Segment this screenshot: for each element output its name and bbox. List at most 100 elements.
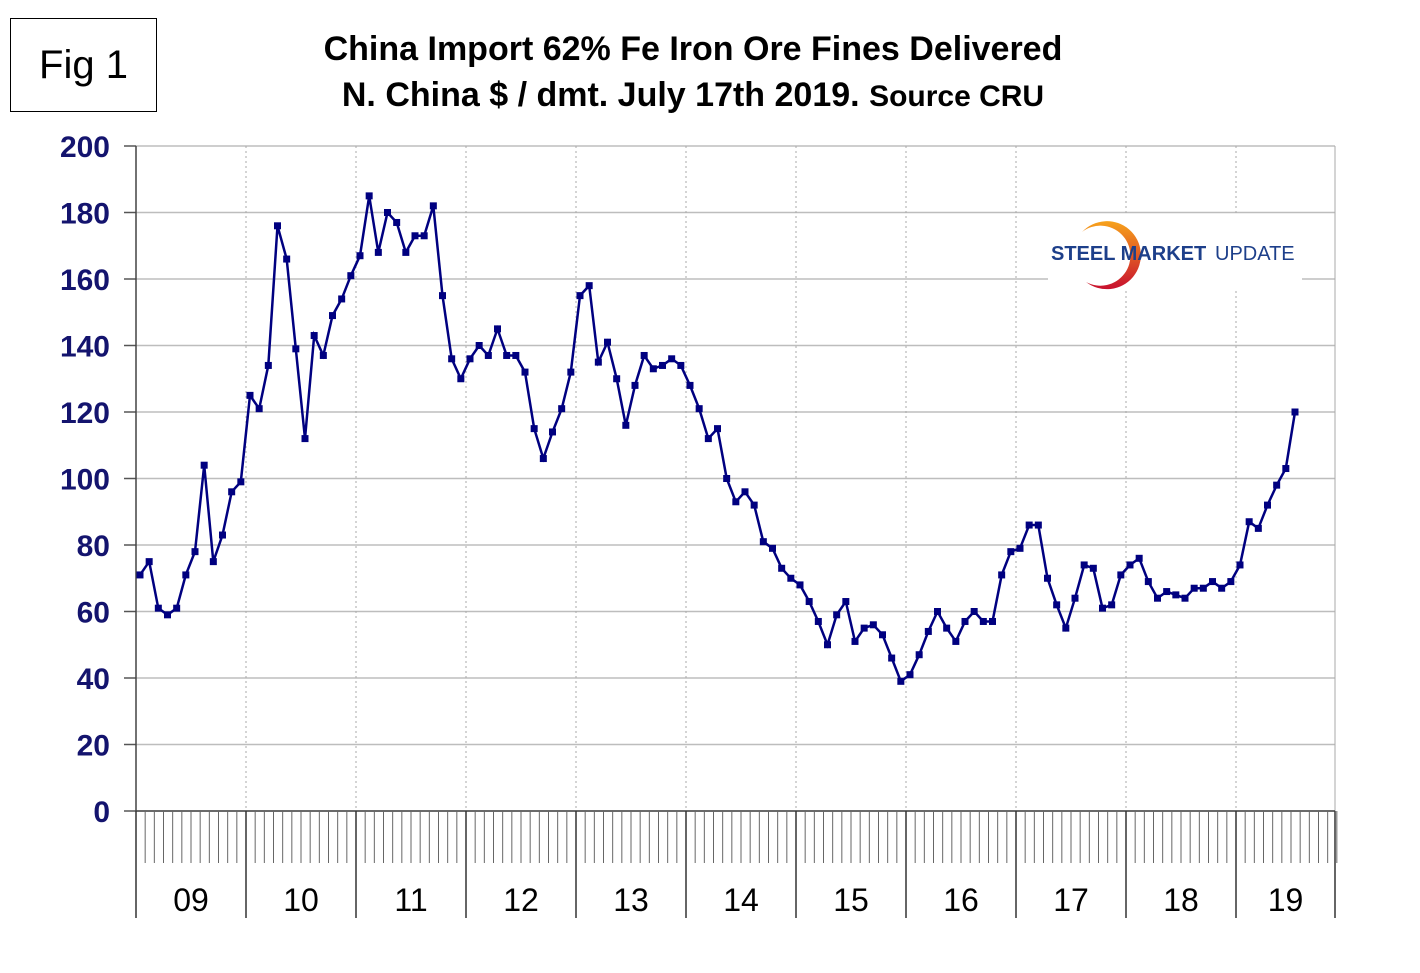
data-point (209, 558, 217, 566)
data-point (805, 598, 813, 606)
data-point (374, 248, 382, 256)
data-point (494, 325, 501, 333)
y-tick-label: 120 (60, 397, 110, 430)
data-point (292, 345, 300, 353)
data-point (219, 531, 226, 539)
data-point (329, 312, 336, 320)
data-point (1291, 408, 1299, 416)
data-point (704, 435, 712, 443)
data-point (439, 292, 446, 300)
data-point (420, 232, 428, 240)
data-point (356, 252, 364, 260)
data-point (778, 564, 786, 572)
data-point (1254, 524, 1262, 532)
axes: 0 20 40 60 80 100 120 140 160 180 200 09 10 11 12 13 14 1… (60, 131, 1338, 918)
data-point (1172, 591, 1180, 599)
data-point (879, 631, 886, 639)
data-point (1053, 601, 1061, 609)
year-label: 14 (723, 882, 759, 918)
data-point (539, 455, 547, 463)
data-point (1282, 465, 1290, 473)
data-point (173, 604, 181, 612)
data-point (1099, 604, 1106, 612)
data-point (411, 232, 419, 240)
data-point (1108, 601, 1116, 609)
data-point (255, 405, 263, 413)
data-point (164, 611, 171, 619)
data-point (1154, 594, 1161, 602)
data-point (714, 425, 721, 433)
data-point (1034, 521, 1042, 529)
data-point (1126, 561, 1134, 569)
data-point (924, 627, 932, 635)
data-point (613, 375, 621, 383)
data-point (585, 282, 593, 290)
data-point (686, 381, 694, 389)
data-point (824, 641, 831, 649)
data-point (264, 361, 272, 369)
data-point (576, 292, 584, 300)
y-tick-label: 80 (77, 530, 110, 563)
data-point (365, 192, 373, 200)
data-point (915, 651, 923, 659)
series-iron-ore-price (136, 192, 1299, 685)
data-point (851, 637, 859, 645)
data-point (1199, 584, 1207, 592)
data-point (970, 608, 978, 615)
chart-title: China Import 62% Fe Iron Ore Fines Deliv… (200, 26, 1186, 120)
y-tick-label: 180 (60, 198, 110, 231)
data-point (484, 351, 492, 359)
data-point (384, 209, 391, 216)
data-point (649, 365, 657, 373)
data-point (906, 671, 914, 679)
data-point (567, 368, 575, 376)
data-point (604, 338, 611, 346)
year-label: 18 (1163, 882, 1199, 918)
data-point (237, 478, 245, 486)
data-point (979, 617, 987, 625)
data-point (429, 202, 437, 210)
year-label: 09 (173, 882, 209, 918)
data-point (594, 358, 602, 366)
data-point (897, 677, 905, 685)
data-point (1209, 578, 1216, 586)
data-point (961, 617, 969, 625)
data-point (1190, 584, 1198, 592)
data-point (741, 488, 749, 496)
data-point (1080, 561, 1088, 569)
data-point (631, 381, 639, 389)
data-point (1071, 594, 1079, 602)
data-point (310, 332, 318, 340)
data-point (145, 558, 153, 566)
data-point (549, 428, 556, 436)
data-point (677, 361, 685, 369)
y-tick-label: 60 (77, 597, 110, 630)
data-point (521, 368, 529, 376)
title-line-2: N. China $ / dmt. July 17th 2019. Source… (200, 72, 1186, 120)
data-point (503, 351, 511, 359)
data-point (200, 461, 208, 469)
data-point (1117, 571, 1125, 579)
year-label: 17 (1053, 882, 1089, 918)
data-point (246, 391, 254, 399)
data-point (512, 351, 520, 359)
y-tick-label: 40 (77, 663, 110, 696)
data-point (338, 295, 346, 303)
data-point (640, 351, 648, 359)
title-line-1: China Import 62% Fe Iron Ore Fines Deliv… (323, 30, 1063, 68)
data-point (998, 571, 1006, 579)
data-point (723, 475, 731, 482)
data-point (1245, 518, 1253, 526)
title-line-2-main: N. China $ / dmt. July 17th 2019. (341, 76, 860, 114)
data-point (888, 654, 896, 662)
year-label: 13 (613, 882, 649, 918)
data-point (759, 538, 767, 546)
steel-market-update-logo: STEEL MARKET UPDATE (1048, 214, 1302, 290)
logo-text-bold: STEEL MARKET (1051, 243, 1206, 265)
year-label: 15 (833, 882, 869, 918)
data-point (154, 604, 162, 612)
data-point (283, 255, 291, 263)
year-label: 11 (394, 882, 427, 918)
year-label: 16 (943, 882, 979, 918)
